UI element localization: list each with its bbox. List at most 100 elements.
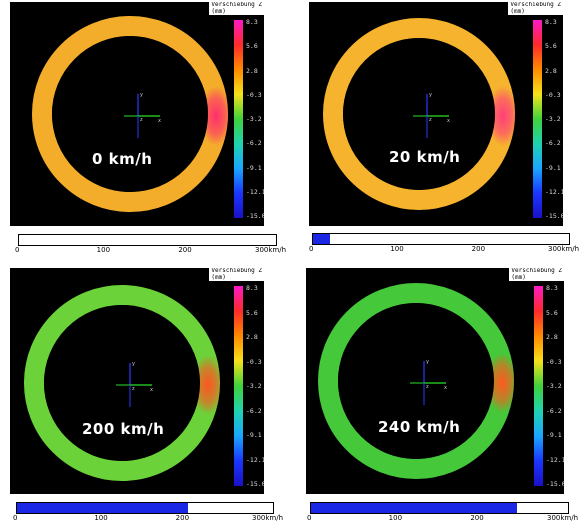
colorbar-tick-label: -3.2	[246, 382, 262, 390]
colorbar-tick-label: 2.8	[246, 333, 258, 341]
colorbar	[234, 20, 243, 218]
speed-bar-tick-label: 100	[94, 514, 108, 522]
speed-label: 200 km/h	[82, 420, 165, 438]
speed-label: 0 km/h	[92, 150, 153, 168]
displacement-plot-3: y x z 200 km/h Verschiebung Z (mm) 8.3 5.6 2.8 -0…	[10, 268, 264, 494]
colorbar-tick-label: 2.8	[545, 66, 557, 75]
speed-label: 20 km/h	[389, 148, 461, 166]
colorbar-title-line2: (mm)	[511, 273, 526, 281]
colorbar-tick-label: 2.8	[546, 333, 558, 341]
colorbar-tick-label: -3.2	[545, 115, 561, 123]
colorbar-title-line2: (mm)	[211, 7, 226, 15]
axis-y-label: y	[426, 359, 429, 365]
displacement-plot-4: y x z 240 km/h Verschiebung Z (mm) 8.3 5.6 2.8 -0…	[306, 268, 564, 494]
speed-bar	[18, 234, 277, 246]
speed-bar-tick-label: 300km/h	[548, 245, 579, 253]
speed-bar-tick-label: 300km/h	[255, 246, 287, 254]
displacement-plot-2: y x z 20 km/h Verschiebung Z (mm) 8.3 5.6 2.8 -0.…	[309, 2, 563, 226]
colorbar-tick-label: 5.6	[546, 308, 558, 317]
colorbar-tick-label: -6.2	[546, 406, 562, 415]
colorbar	[534, 286, 543, 486]
axis-z-label: z	[429, 117, 432, 123]
colorbar-tick-label: -6.2	[545, 139, 561, 148]
speed-bar	[312, 233, 570, 245]
colorbar-tick-label: -15.0	[546, 480, 564, 488]
speed-bar-tick-label: 200	[175, 514, 190, 522]
colorbar-tick-label: -3.2	[246, 115, 262, 123]
colorbar-title-line1: Verschiebung Z	[511, 268, 562, 274]
colorbar-tick-label: -9.1	[546, 431, 562, 439]
colorbar-tick-label: -12.1	[246, 187, 264, 196]
speed-bar-tick-label: 100	[96, 246, 111, 254]
colorbar-tick-label: 5.6	[246, 308, 258, 317]
colorbar-tick-label: -15.0	[545, 212, 563, 220]
colorbar-tick-label: -12.1	[545, 187, 563, 196]
ring-plot-svg: y x z	[323, 18, 542, 218]
speed-bar-tick-label: 200	[470, 514, 484, 522]
colorbar-tick-label: -15.0	[246, 480, 264, 488]
axis-y-label: y	[140, 92, 143, 98]
colorbar-title-line1: Verschiebung Z	[211, 268, 262, 274]
speed-bar-tick-label: 0	[15, 246, 20, 254]
axis-z-label: z	[140, 117, 143, 123]
hotspot	[192, 355, 220, 415]
axis-x-label: x	[447, 118, 450, 124]
colorbar-title-line2: (mm)	[211, 273, 226, 281]
colorbar-tick-label: -0.3	[545, 90, 561, 99]
speed-bar-tick-label: 0	[307, 514, 312, 522]
colorbar-tick-label: 5.6	[545, 42, 557, 51]
colorbar-tick-label: -9.1	[246, 163, 262, 172]
colorbar-title: Verschiebung Z (mm)	[209, 268, 264, 281]
axis-triad: y x z	[410, 359, 447, 405]
speed-bar-tick-label: 0	[13, 514, 18, 522]
axis-x-label: x	[444, 385, 447, 391]
colorbar-title-line1: Verschiebung Z	[510, 2, 561, 8]
hotspot	[486, 353, 514, 413]
speed-bar	[310, 502, 569, 514]
colorbar-tick-label: -9.1	[545, 163, 561, 172]
speed-bar-fill	[311, 503, 517, 513]
speed-label: 240 km/h	[378, 418, 461, 436]
speed-bar-tick-label: 100	[390, 245, 404, 253]
colorbar-tick-label: 8.3	[545, 18, 557, 26]
speed-bar-tick-label: 200	[178, 246, 192, 254]
speed-bar-fill	[17, 503, 188, 513]
colorbar-title-line1: Verschiebung Z	[211, 2, 262, 8]
colorbar-title: Verschiebung Z (mm)	[508, 2, 563, 15]
colorbar-tick-label: -12.1	[246, 455, 264, 464]
colorbar-tick-label: -9.1	[246, 431, 262, 439]
colorbar-tick-label: 8.3	[246, 18, 258, 26]
speed-bar	[16, 502, 274, 514]
axis-triad: y x z	[116, 361, 153, 407]
axis-z-label: z	[132, 386, 135, 392]
axis-x-label: x	[150, 387, 153, 393]
displacement-plot-1: y x z 0 km/h Verschiebung Z (mm) 8.3 5.6 2.8 -0.3…	[10, 2, 264, 226]
colorbar-title-line2: (mm)	[510, 7, 525, 15]
colorbar-tick-label: 8.3	[246, 284, 258, 292]
axis-y-label: y	[132, 361, 135, 367]
speed-bar-fill	[313, 234, 331, 244]
speed-bar-tick-label: 200	[471, 245, 486, 253]
axis-triad: y x z	[124, 92, 161, 138]
speed-bar-tick-label: 300km/h	[252, 514, 284, 522]
colorbar-tick-label: -0.3	[546, 357, 562, 366]
ring-plot-svg: y x z	[318, 283, 543, 486]
speed-bar-tick-label: 100	[388, 514, 403, 522]
colorbar-tick-label: -3.2	[546, 382, 562, 390]
ring-plot-svg: y x z	[24, 285, 243, 486]
colorbar-title: Verschiebung Z (mm)	[209, 2, 264, 15]
colorbar-tick-label: -6.2	[246, 139, 262, 148]
speed-bar-tick-label: 300km/h	[547, 514, 579, 522]
colorbar-tick-label: -6.2	[246, 406, 262, 415]
colorbar-tick-label: 8.3	[546, 284, 558, 292]
colorbar-tick-label: -15.0	[246, 212, 264, 220]
axis-z-label: z	[426, 384, 429, 390]
colorbar-tick-label: -0.3	[246, 90, 262, 99]
axis-y-label: y	[429, 92, 432, 98]
colorbar-tick-label: -0.3	[246, 357, 262, 366]
ring-plot-svg: y x z	[32, 16, 243, 218]
axis-x-label: x	[158, 118, 161, 124]
colorbar-title: Verschiebung Z (mm)	[509, 268, 564, 281]
colorbar	[234, 286, 243, 486]
colorbar-tick-label: 5.6	[246, 42, 258, 51]
